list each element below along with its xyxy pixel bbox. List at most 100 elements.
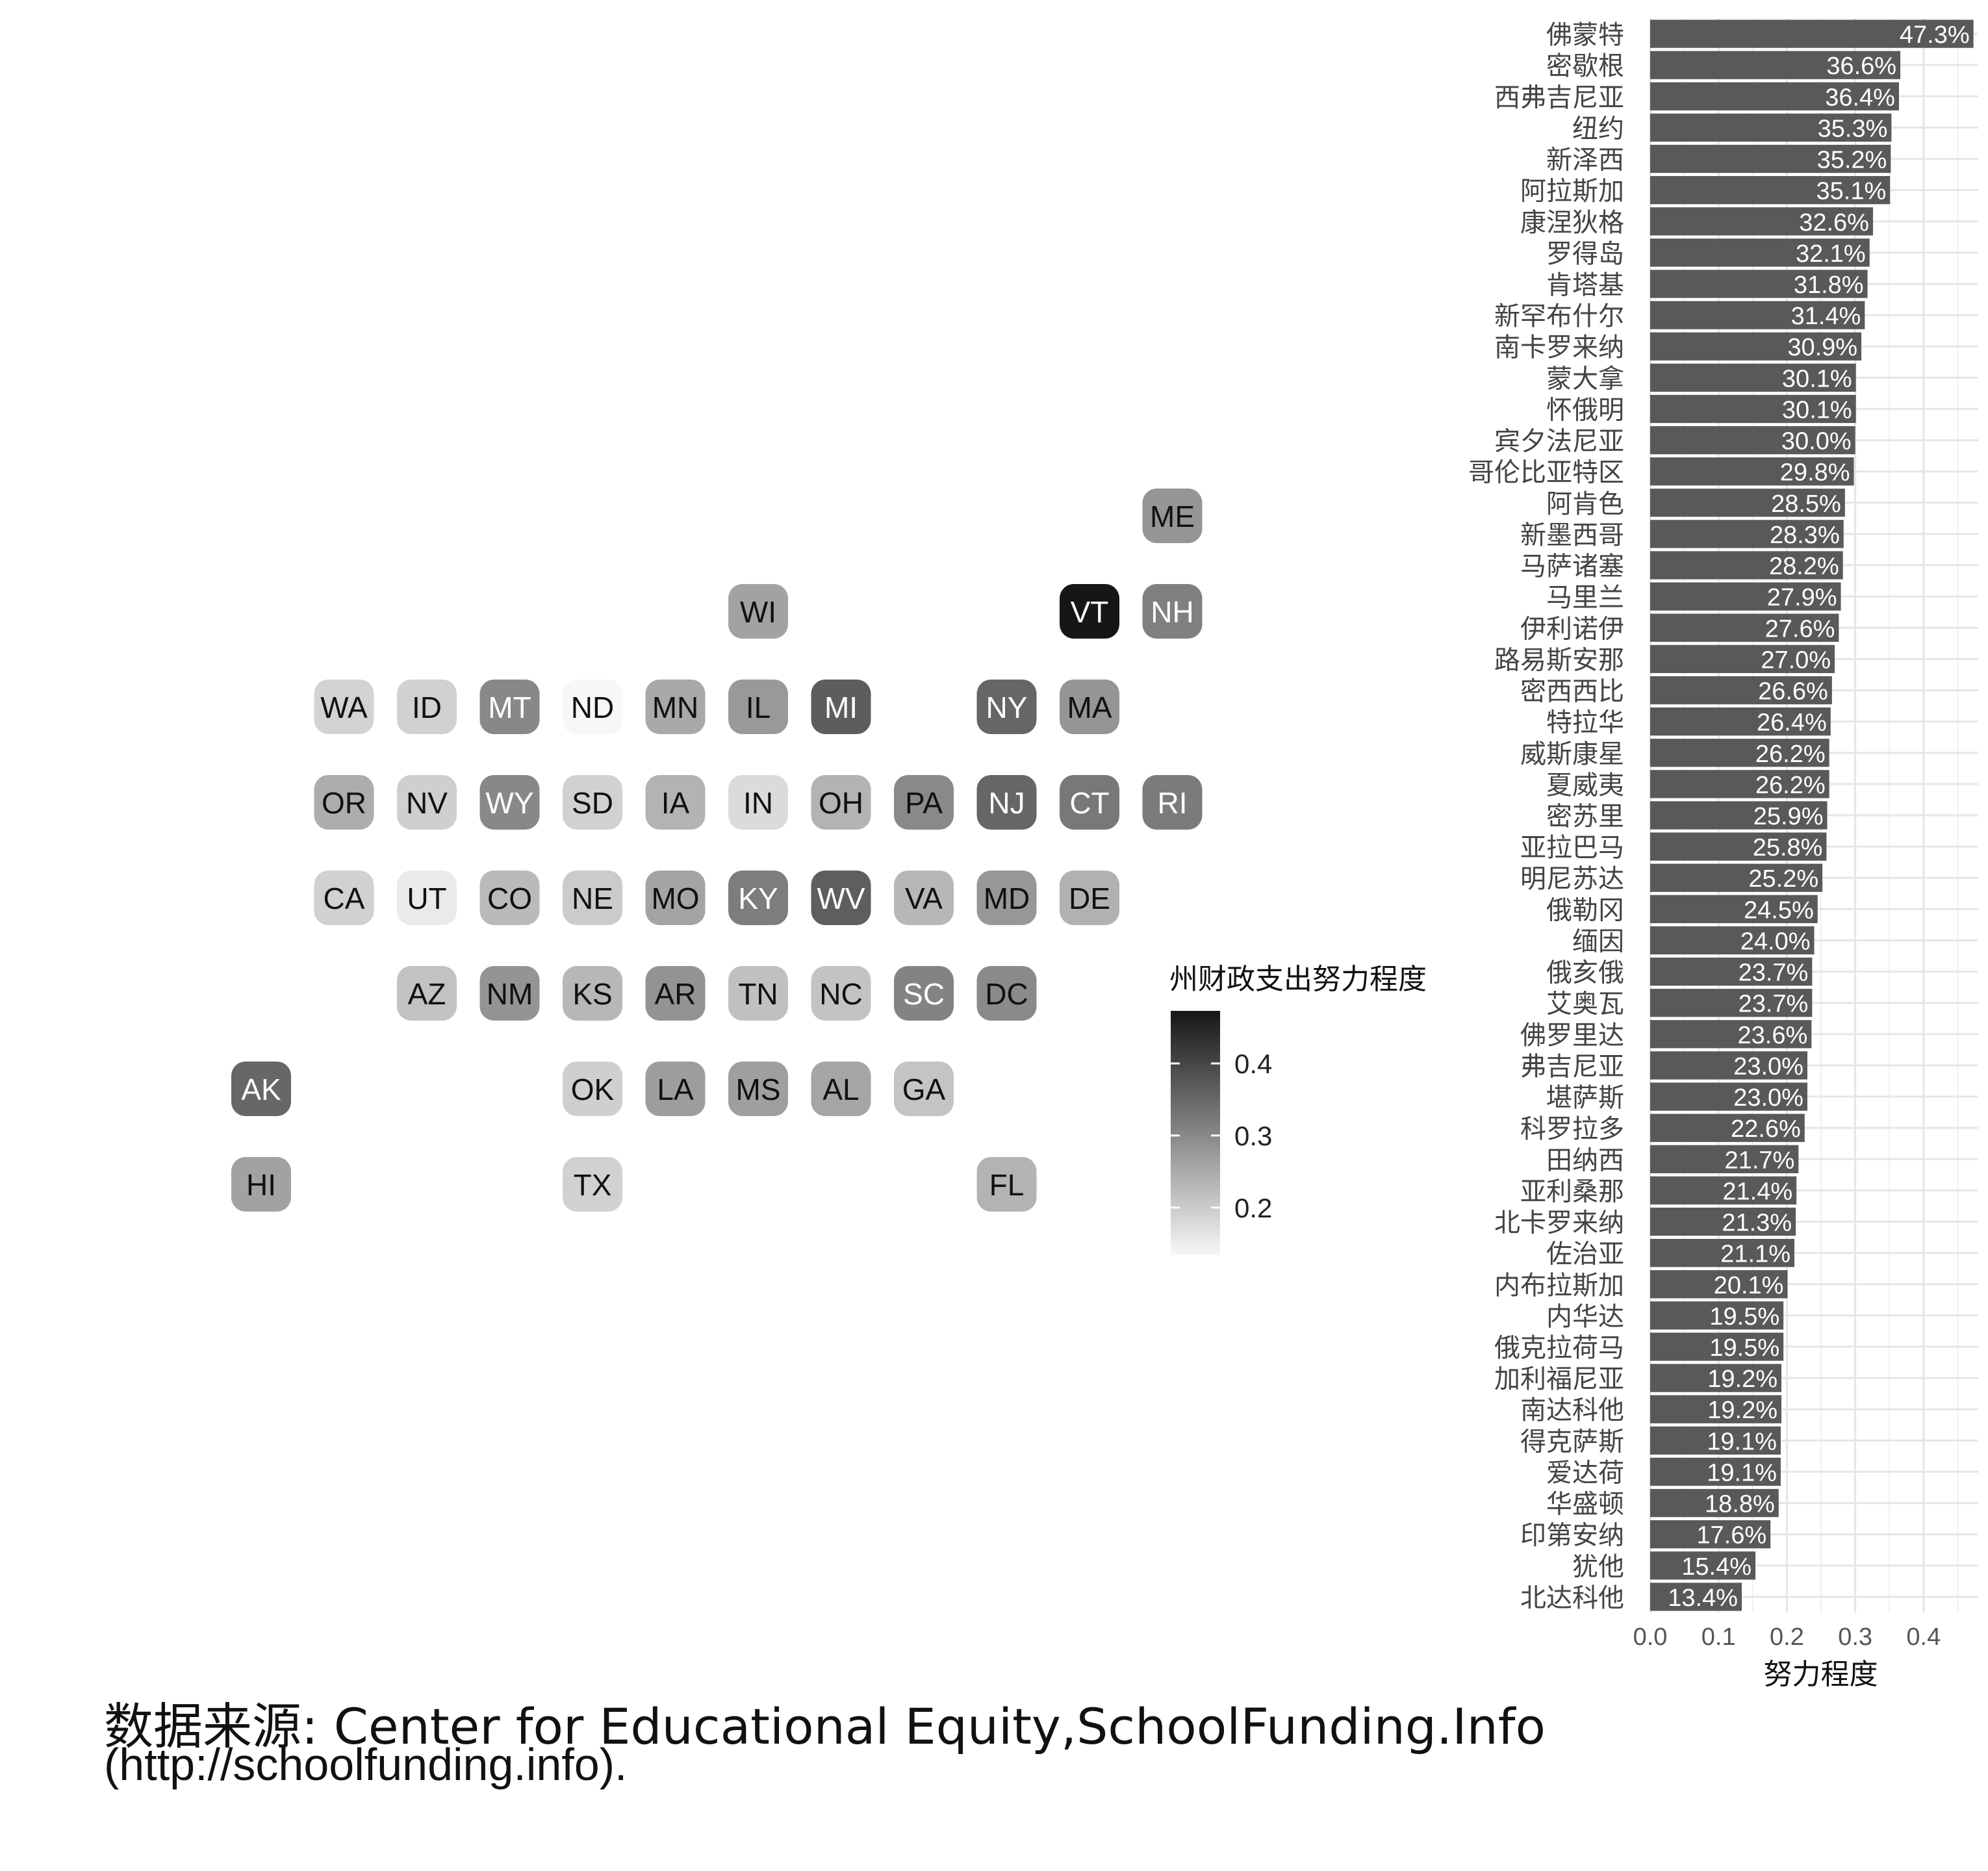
bar (1650, 1457, 1781, 1486)
state-tile-label: NY (986, 691, 1028, 724)
bar (1650, 457, 1854, 486)
bar-category-label: 堪萨斯 (1546, 1083, 1624, 1113)
state-tile-label: ND (571, 691, 614, 724)
bar-category-label: 北卡罗来纳 (1494, 1208, 1624, 1238)
state-tile-box (563, 966, 622, 1021)
bar-category-label: 特拉华 (1546, 708, 1624, 738)
state-tile-box (1142, 775, 1203, 830)
bar-value-label: 28.5% (1771, 490, 1841, 518)
bar (1650, 1426, 1781, 1455)
state-tile-label: MI (824, 691, 858, 724)
state-tile-label: KS (572, 977, 612, 1011)
bar (1650, 551, 1843, 579)
state-tile-box (563, 1157, 622, 1212)
state-tile: CT (1060, 775, 1119, 830)
bar-category-label: 罗得岛 (1546, 239, 1624, 269)
state-tile-box (397, 966, 457, 1021)
bar-category-label: 怀俄明 (1546, 395, 1624, 425)
bar-category-label: 密苏里 (1546, 802, 1624, 832)
bar-category-label: 内布拉斯加 (1494, 1271, 1624, 1301)
state-tile-box (728, 1062, 788, 1116)
state-tile-label: IN (743, 786, 773, 820)
state-tile: KS (563, 966, 622, 1021)
caption-url: (http://schoolfunding.info). (104, 1739, 628, 1790)
bar-value-label: 18.8% (1705, 1491, 1775, 1518)
bar-category-label: 明尼苏达 (1520, 864, 1624, 894)
state-tile-box (894, 871, 954, 925)
state-tile-box (563, 871, 622, 925)
bar (1650, 113, 1892, 142)
bar-category-label: 蒙大拿 (1546, 364, 1624, 394)
x-tick-label: 0.4 (1906, 1623, 1941, 1651)
state-tile-label: GA (902, 1073, 946, 1106)
state-tile: GA (894, 1062, 954, 1116)
state-tile-box (645, 1062, 706, 1116)
bar-value-label: 30.9% (1787, 334, 1857, 361)
legend-tick-label: 0.3 (1234, 1121, 1272, 1151)
state-tile-box (1142, 584, 1203, 639)
state-tile: OH (811, 775, 871, 830)
state-tile-box (811, 680, 871, 734)
state-tile: MD (976, 871, 1037, 925)
state-tile-label: WI (740, 595, 776, 629)
state-tile: WI (728, 584, 788, 639)
bar-value-label: 19.1% (1707, 1428, 1777, 1455)
bar-value-label: 36.6% (1826, 53, 1896, 80)
state-tile: WA (314, 680, 374, 734)
state-tile-label: AL (822, 1073, 859, 1106)
state-tile-label: NV (406, 786, 448, 820)
state-tile-box (314, 871, 374, 925)
state-tile-label: VT (1071, 595, 1109, 629)
bar (1650, 707, 1831, 736)
state-tile: ME (1142, 489, 1203, 543)
state-tile-label: AR (655, 977, 696, 1011)
bar-value-label: 32.1% (1796, 240, 1866, 268)
state-tile: NY (976, 680, 1037, 734)
bar-chart: 47.3% 佛蒙特 36.6% 密歇根 36.4% 西弗吉尼亚 35.3% 纽约 35.2% 新泽… (1468, 18, 1978, 1691)
state-tile-label: NC (819, 977, 862, 1011)
bar (1650, 582, 1841, 611)
bar-category-label: 艾奥瓦 (1546, 989, 1624, 1019)
color-legend: 州财政支出努力程度 0.4 0.3 0.2 (1169, 963, 1427, 1255)
bar-value-label: 19.1% (1707, 1459, 1777, 1486)
x-axis-title: 努力程度 (1764, 1658, 1878, 1691)
state-tile-label: FL (989, 1168, 1025, 1202)
bar-category-label: 北达科他 (1520, 1583, 1624, 1613)
bar-value-label: 29.8% (1780, 459, 1850, 487)
caption-source: 数据来源: Center for Educational Equity,Scho… (104, 1698, 1546, 1755)
state-tile: OR (314, 775, 374, 830)
bar (1650, 832, 1827, 861)
state-tile-label: NE (572, 882, 613, 915)
state-tile-box (894, 1062, 954, 1116)
bar-value-label: 28.3% (1770, 522, 1840, 549)
state-tile-box (645, 871, 706, 925)
bar (1650, 301, 1865, 329)
state-tile-box (1142, 489, 1203, 543)
state-tile-label: OK (571, 1073, 615, 1106)
state-tile-box (563, 680, 622, 734)
bar-category-label: 俄亥俄 (1546, 958, 1624, 988)
state-tile-box (1060, 680, 1119, 734)
state-tile-label: MD (984, 882, 1030, 915)
bar (1650, 1364, 1781, 1392)
state-tile-box (811, 966, 871, 1021)
state-tile-label: MO (651, 882, 699, 915)
bar (1650, 1488, 1779, 1518)
bar (1650, 1332, 1784, 1361)
state-tile: IL (728, 680, 788, 734)
bar-category-label: 亚拉巴马 (1520, 833, 1624, 863)
bar-value-label: 23.0% (1733, 1084, 1803, 1112)
bar-value-label: 21.1% (1720, 1241, 1790, 1268)
bar (1650, 426, 1855, 455)
state-tile-box (1060, 584, 1119, 639)
bar-category-label: 哥伦比亚特区 (1468, 458, 1624, 488)
bar (1650, 1207, 1796, 1236)
state-tile: MO (645, 871, 706, 925)
bar (1650, 676, 1832, 705)
state-tile-label: NM (487, 977, 533, 1011)
state-tile: VA (894, 871, 954, 925)
state-tile: UT (397, 871, 457, 925)
state-tile: NJ (976, 775, 1037, 830)
bar-value-label: 35.1% (1816, 178, 1887, 205)
